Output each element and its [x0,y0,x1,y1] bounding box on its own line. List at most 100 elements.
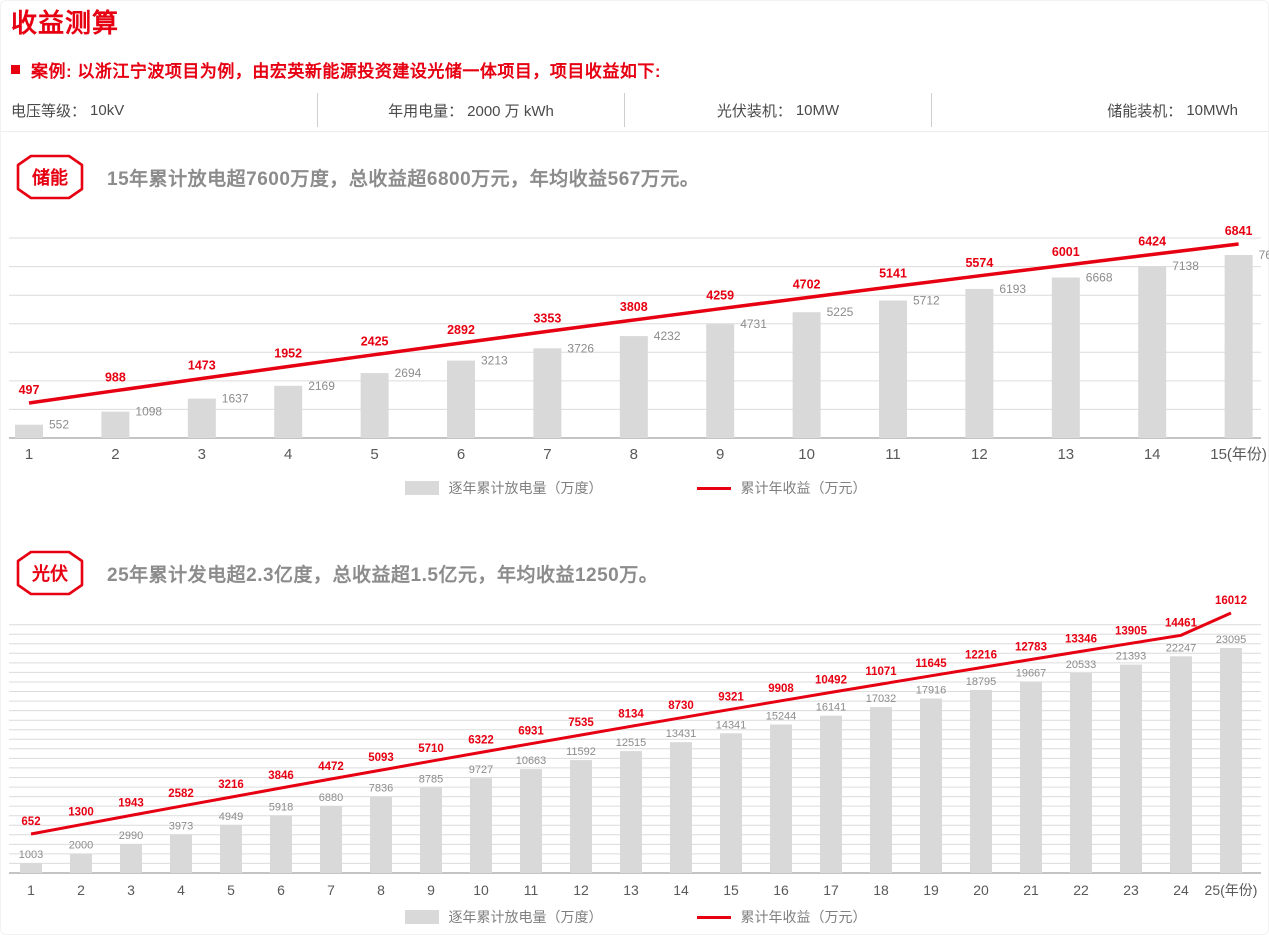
bar [270,815,292,873]
storage-chart: 552 1 1098 2 1637 3 2169 4 2694 5 3213 6 3726 7 4232 8 4… [9,224,1269,466]
bar-value-label: 22247 [1166,642,1197,654]
bar-value-label: 3973 [169,820,193,832]
bar [274,385,303,438]
storage-badge-label: 储能 [31,167,68,188]
bar [520,769,542,873]
x-tick-label: 14 [1144,446,1161,463]
x-tick-label: 13 [1057,446,1074,463]
line-value-label: 9321 [718,691,744,703]
x-tick-label: 7 [327,882,335,898]
bar-value-label: 14341 [716,719,747,731]
bar-value-label: 23095 [1216,634,1247,646]
bar-value-label: 13431 [666,728,697,740]
bar-value-label: 17032 [866,693,897,705]
bar-value-label: 3213 [481,354,508,368]
line-value-label: 7535 [568,717,594,729]
revenue-line [30,611,1232,836]
bar [706,324,735,438]
line-value-label: 3353 [533,311,561,325]
line-value-label: 1952 [274,347,302,361]
spec-value: 10MW [795,101,840,119]
line-value-label: 14461 [1165,617,1198,629]
section-pv-header: 光伏 25年累计发电超2.3亿度，总收益超1.5亿元，年均收益1250万。 [15,549,658,597]
x-tick-label: 7 [543,446,551,463]
bar [470,778,492,873]
bar [1170,656,1192,873]
project-specs-bar: 电压等级： 10kV 年用电量： 2000 万 kWh 光伏装机： 10MW 储能装机… [1,89,1269,132]
x-tick-label: 1 [27,882,35,898]
bar-value-label: 6668 [1086,271,1113,285]
x-tick-label: 6 [457,446,465,463]
line-value-label: 5141 [879,267,907,281]
line-value-label: 2582 [168,788,194,800]
line-value-label: 652 [21,816,40,828]
spec-label: 光伏装机： [716,102,792,120]
line-value-label: 6841 [1225,224,1253,238]
bar-value-label: 1098 [135,405,162,419]
divider [931,93,932,127]
bar-value-label: 1637 [222,392,249,406]
bar [570,760,592,873]
line-value-label: 11645 [915,658,947,670]
bar [1020,681,1042,873]
bar-value-label: 4232 [654,329,681,343]
line-value-label: 4702 [793,278,821,292]
bar [70,853,92,873]
bar [920,698,942,873]
spec-value: 10MWh [1186,101,1238,119]
line-value-label: 8134 [618,708,644,720]
storage-headline: 15年累计放电超7600万度，总收益超6800万元，年均收益567万元。 [107,168,700,190]
line-value-label: 12783 [1015,642,1047,654]
bar-swatch-icon [404,481,439,495]
legend-bar-label: 逐年累计放电量（万度） [448,480,603,496]
line-value-label: 13905 [1115,625,1148,637]
bar [170,834,192,873]
line-value-label: 4259 [706,289,734,303]
line-value-label: 3846 [268,770,294,782]
x-tick-label: 5 [227,882,235,898]
page-title: 收益测算 [11,8,120,38]
x-tick-label: 12 [971,446,988,463]
bar-value-label: 18795 [966,676,997,688]
section-storage-header: 储能 15年累计放电超7600万度，总收益超6800万元，年均收益567万元。 [15,153,699,201]
bar-value-label: 10663 [516,755,547,767]
x-tick-label: 10 [473,882,489,898]
spec-annual-consumption: 年用电量： 2000 万 kWh [318,100,624,121]
bar [879,300,907,438]
spec-label: 电压等级： [11,102,87,120]
bar-value-label: 7601 [1259,248,1269,262]
pv-chart: 1003 1 2000 2 2990 3 3973 4 4949 5 5918 6 6880 7 7836 8… [9,586,1261,898]
bar-value-label: 17916 [916,685,947,697]
bar-swatch-icon [404,910,439,924]
line-value-label: 12216 [965,650,997,662]
bar [370,796,392,873]
x-tick-label: 6 [277,882,285,898]
line-value-label: 4472 [318,761,344,773]
spec-voltage-level: 电压等级： 10kV [1,100,317,121]
bar [970,689,992,873]
bar [120,843,142,873]
bar [15,424,43,438]
pv-badge-label: 光伏 [31,563,68,584]
bar [820,715,842,873]
bar-value-label: 4949 [219,811,243,823]
bar [320,806,342,873]
spec-label: 年用电量： [388,102,464,120]
x-tick-label: 22 [1073,882,1089,898]
line-value-label: 1300 [68,807,94,819]
x-tick-label: 12 [573,882,589,898]
x-tick-label: 17 [823,882,839,898]
bar [1224,255,1253,438]
bar-value-label: 9727 [469,764,493,776]
bar [670,742,692,873]
bar [720,733,742,873]
x-tick-label: 5 [370,446,378,463]
line-value-label: 3808 [620,300,648,314]
line-value-label: 3216 [218,779,244,791]
x-tick-label: 3 [127,882,135,898]
line-value-label: 6001 [1052,245,1080,259]
bar [360,373,389,438]
bar [1138,266,1167,438]
line-value-label: 497 [19,383,40,397]
